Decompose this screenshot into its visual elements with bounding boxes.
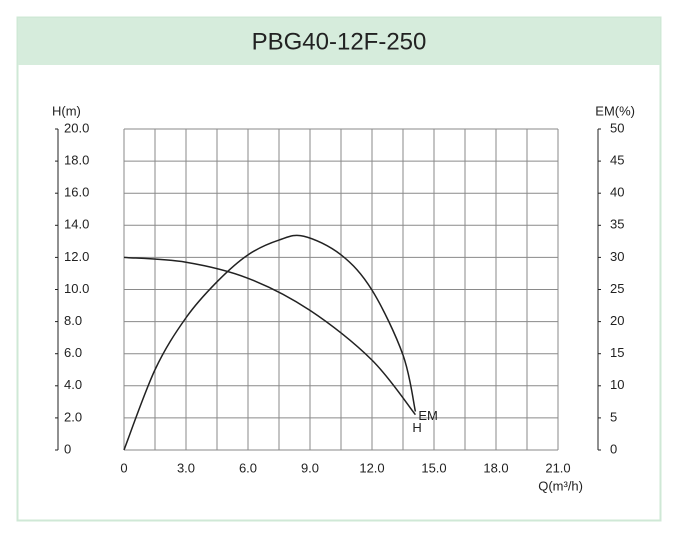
y-tick-label: 12.0 (64, 249, 89, 264)
y2-tick-label: 25 (610, 281, 624, 296)
y-tick-label: 8.0 (64, 313, 82, 328)
y2-tick-label: 15 (610, 345, 624, 360)
x-tick-label: 0 (120, 460, 127, 475)
y-tick-label: 20.0 (64, 120, 89, 135)
x-tick-label: 6.0 (239, 460, 257, 475)
x-tick-label: 15.0 (421, 460, 446, 475)
y-tick-label: 0 (64, 441, 71, 456)
frame (16, 16, 662, 522)
x-axis-title: Q(m³/h) (538, 478, 583, 493)
y2-tick-label: 45 (610, 153, 624, 168)
y-tick-label: 18.0 (64, 153, 89, 168)
x-tick-label: 18.0 (483, 460, 508, 475)
y-tick-label: 4.0 (64, 377, 82, 392)
y-axis-title: H(m) (52, 103, 81, 118)
x-tick-label: 12.0 (359, 460, 384, 475)
curve-label: H (412, 420, 421, 435)
y-tick-label: 16.0 (64, 185, 89, 200)
y-tick-label: 14.0 (64, 217, 89, 232)
curve (123, 256, 416, 416)
y2-tick-label: 30 (610, 249, 624, 264)
y2-tick-label: 35 (610, 217, 624, 232)
curve-label: EM (418, 408, 438, 423)
y2-tick-label: 50 (610, 120, 624, 135)
y2-tick-label: 0 (610, 441, 617, 456)
curve (123, 234, 417, 451)
y-tick-label: 6.0 (64, 345, 82, 360)
y2-axis-title: EM(%) (595, 103, 635, 118)
y2-tick-label: 10 (610, 377, 624, 392)
x-tick-label: 9.0 (301, 460, 319, 475)
header-band (18, 18, 660, 65)
y-tick-label: 2.0 (64, 409, 82, 424)
y2-tick-label: 20 (610, 313, 624, 328)
y2-tick-label: 40 (610, 185, 624, 200)
y2-tick-label: 5 (610, 409, 617, 424)
y-tick-label: 10.0 (64, 281, 89, 296)
chart-title: PBG40-12F-250 (252, 28, 427, 55)
x-tick-label: 3.0 (177, 460, 195, 475)
x-tick-label: 21.0 (545, 460, 570, 475)
